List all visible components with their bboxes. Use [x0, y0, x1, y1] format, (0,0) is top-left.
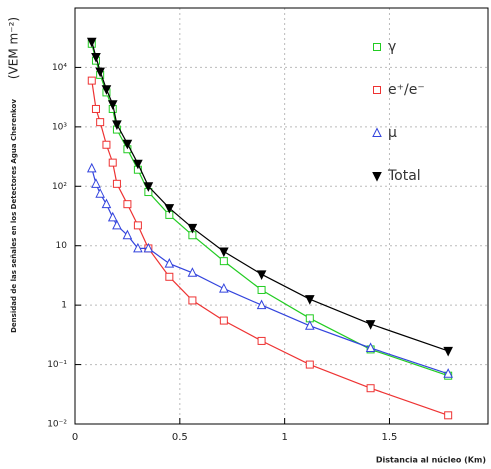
- marker: [86, 162, 97, 173]
- marker: [305, 360, 314, 369]
- plot-frame: [74, 7, 489, 425]
- marker: [91, 104, 100, 113]
- marker: [366, 384, 375, 393]
- marker: [123, 200, 132, 209]
- y-tick-label: 10⁴: [52, 63, 67, 73]
- marker: [304, 320, 315, 330]
- marker: [219, 257, 228, 266]
- marker: [112, 219, 122, 230]
- marker: [256, 299, 267, 310]
- marker: [133, 242, 143, 253]
- legend-entry: Total: [372, 168, 421, 184]
- marker: [443, 346, 453, 357]
- y-tick-label: 10⁻¹: [47, 360, 67, 370]
- marker: [143, 182, 154, 192]
- marker: [133, 159, 143, 170]
- marker: [256, 270, 267, 280]
- marker: [219, 282, 229, 293]
- marker: [373, 86, 381, 94]
- legend-entry: γ: [373, 39, 396, 55]
- marker: [108, 158, 117, 167]
- marker: [91, 178, 101, 188]
- legend-label: γ: [388, 39, 396, 55]
- y-tick-label: 10⁻²: [47, 420, 67, 430]
- marker: [133, 221, 142, 230]
- legend-entry: e⁺/e⁻: [373, 82, 425, 98]
- series-line: [91, 43, 449, 377]
- x-axis-label: Distancia al núcleo (Km): [376, 456, 486, 465]
- marker: [257, 285, 266, 294]
- marker: [122, 139, 133, 150]
- legend-label: Total: [387, 168, 421, 184]
- y-tick-label: 10: [56, 241, 68, 251]
- marker: [372, 127, 382, 137]
- marker: [164, 257, 175, 268]
- marker: [188, 296, 197, 305]
- marker: [112, 120, 122, 131]
- marker: [257, 336, 266, 345]
- legend-label: μ: [388, 125, 397, 141]
- marker: [365, 320, 376, 330]
- marker: [95, 67, 105, 78]
- x-tick-label: 1.5: [382, 432, 398, 443]
- marker: [107, 100, 118, 110]
- legend-entry: μ: [372, 125, 397, 141]
- marker: [372, 172, 382, 182]
- series-line: [91, 80, 449, 416]
- y-tick-label: 1: [61, 301, 67, 311]
- marker: [91, 52, 101, 63]
- marker: [96, 118, 105, 127]
- marker: [187, 223, 198, 234]
- marker: [107, 211, 118, 222]
- marker: [86, 37, 97, 48]
- x-tick-label: 1: [281, 432, 287, 443]
- marker: [219, 247, 229, 258]
- marker: [122, 229, 133, 240]
- x-tick-label: 0.5: [172, 432, 188, 443]
- marker: [101, 198, 112, 209]
- marker: [164, 204, 175, 214]
- y-tick-label: 10²: [52, 182, 67, 192]
- series-line: [91, 168, 449, 375]
- marker: [373, 43, 381, 51]
- y-axis-label: Densidad de las señales en los Detectore…: [10, 99, 18, 333]
- marker: [443, 368, 453, 378]
- x-tick-label: 0: [72, 432, 78, 443]
- marker: [112, 179, 121, 188]
- marker: [143, 242, 154, 253]
- marker: [165, 272, 174, 281]
- legend-label: e⁺/e⁻: [388, 82, 425, 98]
- y-tick-label: 10³: [52, 122, 67, 132]
- marker: [444, 411, 453, 420]
- marker: [365, 342, 376, 353]
- marker: [304, 295, 315, 305]
- marker: [219, 316, 228, 325]
- marker: [87, 76, 96, 85]
- marker: [102, 140, 111, 149]
- series-line: [91, 41, 449, 352]
- y-axis-unit: (VEM m⁻²): [7, 17, 21, 79]
- marker: [187, 267, 198, 277]
- marker: [95, 188, 105, 198]
- marker: [101, 85, 112, 95]
